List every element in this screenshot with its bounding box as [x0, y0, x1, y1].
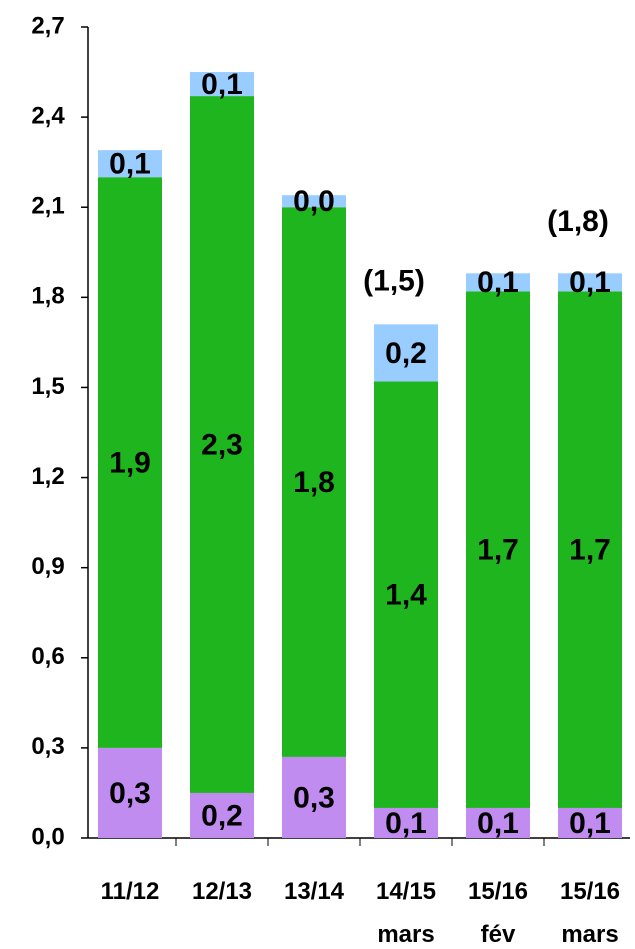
value-label: 0,1 — [477, 266, 519, 299]
value-label: 0,1 — [201, 68, 243, 101]
value-label: 1,7 — [569, 534, 611, 567]
bar-segment — [558, 291, 622, 808]
y-tick-label: 0,3 — [31, 733, 64, 760]
bar-segment — [282, 195, 346, 208]
value-label: 0,0 — [293, 185, 335, 218]
y-tick-label: 0,0 — [31, 823, 64, 850]
value-label: 0,3 — [293, 781, 335, 814]
value-label: 1,4 — [385, 579, 427, 612]
annotation: (1,5) — [363, 264, 425, 297]
value-label: 0,2 — [385, 337, 427, 370]
x-tick-label: 13/14 — [283, 878, 345, 905]
value-label: 0,1 — [477, 807, 519, 840]
bar-segment — [282, 756, 346, 838]
bar-segment — [374, 381, 438, 808]
value-label: 0,1 — [569, 266, 611, 299]
y-tick-label: 2,4 — [31, 102, 65, 129]
x-tick-label: 15/16 fév — [467, 878, 529, 948]
bar-segment — [466, 807, 530, 838]
value-label: 0,1 — [385, 807, 427, 840]
value-label: 2,3 — [201, 428, 243, 461]
bar-segment — [374, 807, 438, 838]
bar-segment — [466, 291, 530, 808]
value-label: 1,8 — [293, 466, 335, 499]
bar-segment — [558, 807, 622, 838]
x-tick-label: 12/13 — [191, 878, 253, 905]
y-tick-label: 0,9 — [31, 553, 64, 580]
y-tick-label: 1,2 — [31, 463, 64, 490]
bar-segment — [190, 72, 254, 97]
y-tick-label: 2,1 — [31, 193, 64, 220]
x-tick-label: 14/15 mars — [375, 878, 437, 948]
y-tick-label: 0,6 — [31, 643, 64, 670]
value-label: 0,3 — [109, 777, 151, 810]
bar-segment — [98, 177, 162, 748]
bar-segment — [374, 324, 438, 382]
bar-segment — [466, 273, 530, 292]
y-tick-label: 1,5 — [31, 373, 64, 400]
bar-segment — [558, 273, 622, 292]
bar-segment — [98, 747, 162, 838]
value-label: 1,7 — [477, 534, 519, 567]
value-label: 0,1 — [109, 148, 151, 181]
value-label: 1,9 — [109, 446, 151, 479]
bar-segment — [98, 150, 162, 178]
x-tick-label: 11/12 — [100, 878, 160, 905]
y-tick-label: 2,7 — [31, 12, 64, 39]
value-label: 0,2 — [201, 799, 243, 832]
annotation: (1,8) — [547, 205, 609, 238]
bar-segment — [190, 96, 254, 793]
value-label: 0,1 — [569, 807, 611, 840]
bar-segment — [282, 207, 346, 757]
bar-segment — [190, 792, 254, 838]
y-tick-label: 1,8 — [31, 283, 64, 310]
x-tick-label: 15/16 mars — [559, 878, 621, 948]
